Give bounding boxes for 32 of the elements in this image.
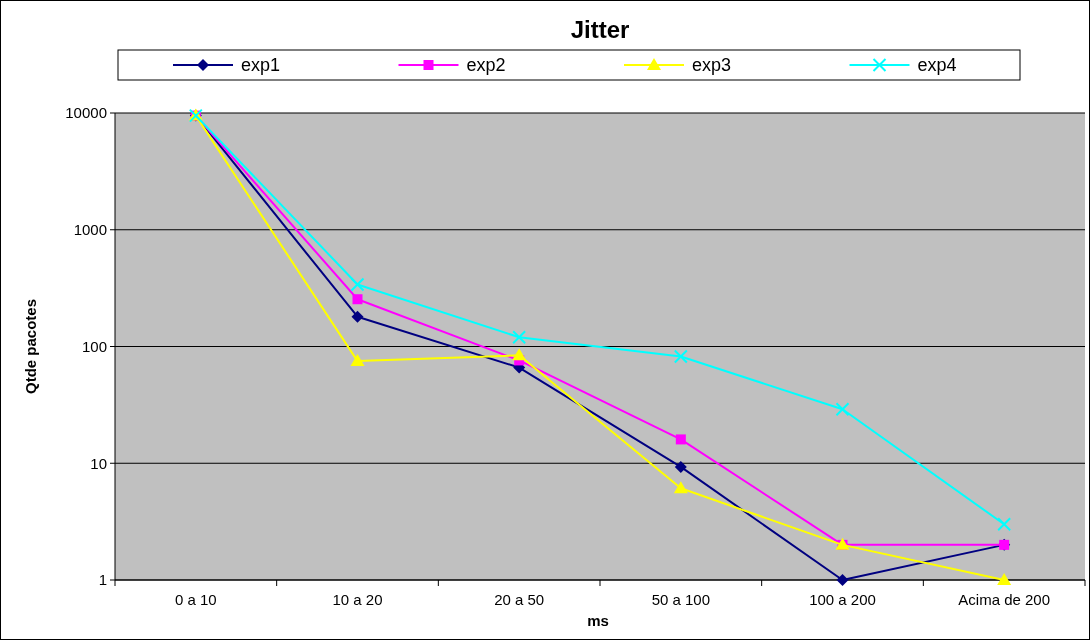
point	[997, 517, 1012, 532]
point	[835, 402, 850, 417]
point	[351, 310, 364, 323]
y-axis-title: Qtde pacotes	[22, 298, 39, 395]
y-tick-label: 1	[98, 571, 107, 589]
x-tick-label: 10 a 20	[332, 591, 383, 608]
y-tick-label: 100	[81, 337, 107, 355]
point	[674, 460, 687, 473]
x-tick-label: 50 a 100	[651, 591, 711, 608]
x-tick-label: 0 a 10	[174, 591, 217, 608]
x-tick-label: 20 a 50	[494, 591, 545, 608]
point	[997, 573, 1012, 585]
point	[352, 294, 363, 305]
x-axis-title: ms	[587, 612, 609, 629]
y-tick-label: 10	[90, 454, 107, 472]
point	[512, 348, 527, 361]
point	[673, 481, 688, 494]
point	[675, 434, 686, 445]
x-tick-label: Acima de 200	[958, 591, 1051, 608]
legend-label: exp3	[692, 55, 732, 76]
chart-title: Jitter	[570, 16, 630, 43]
point	[673, 349, 688, 364]
point	[350, 354, 365, 367]
y-tick-label: 1000	[73, 221, 107, 238]
x-tick-label: 100 a 200	[809, 591, 876, 608]
legend-label: exp1	[241, 55, 281, 76]
point	[836, 574, 849, 586]
point	[350, 277, 365, 292]
y-tick-label: 10000	[65, 104, 107, 122]
legend-label: exp4	[917, 55, 957, 76]
legend-label: exp2	[466, 55, 506, 76]
point	[512, 330, 527, 345]
